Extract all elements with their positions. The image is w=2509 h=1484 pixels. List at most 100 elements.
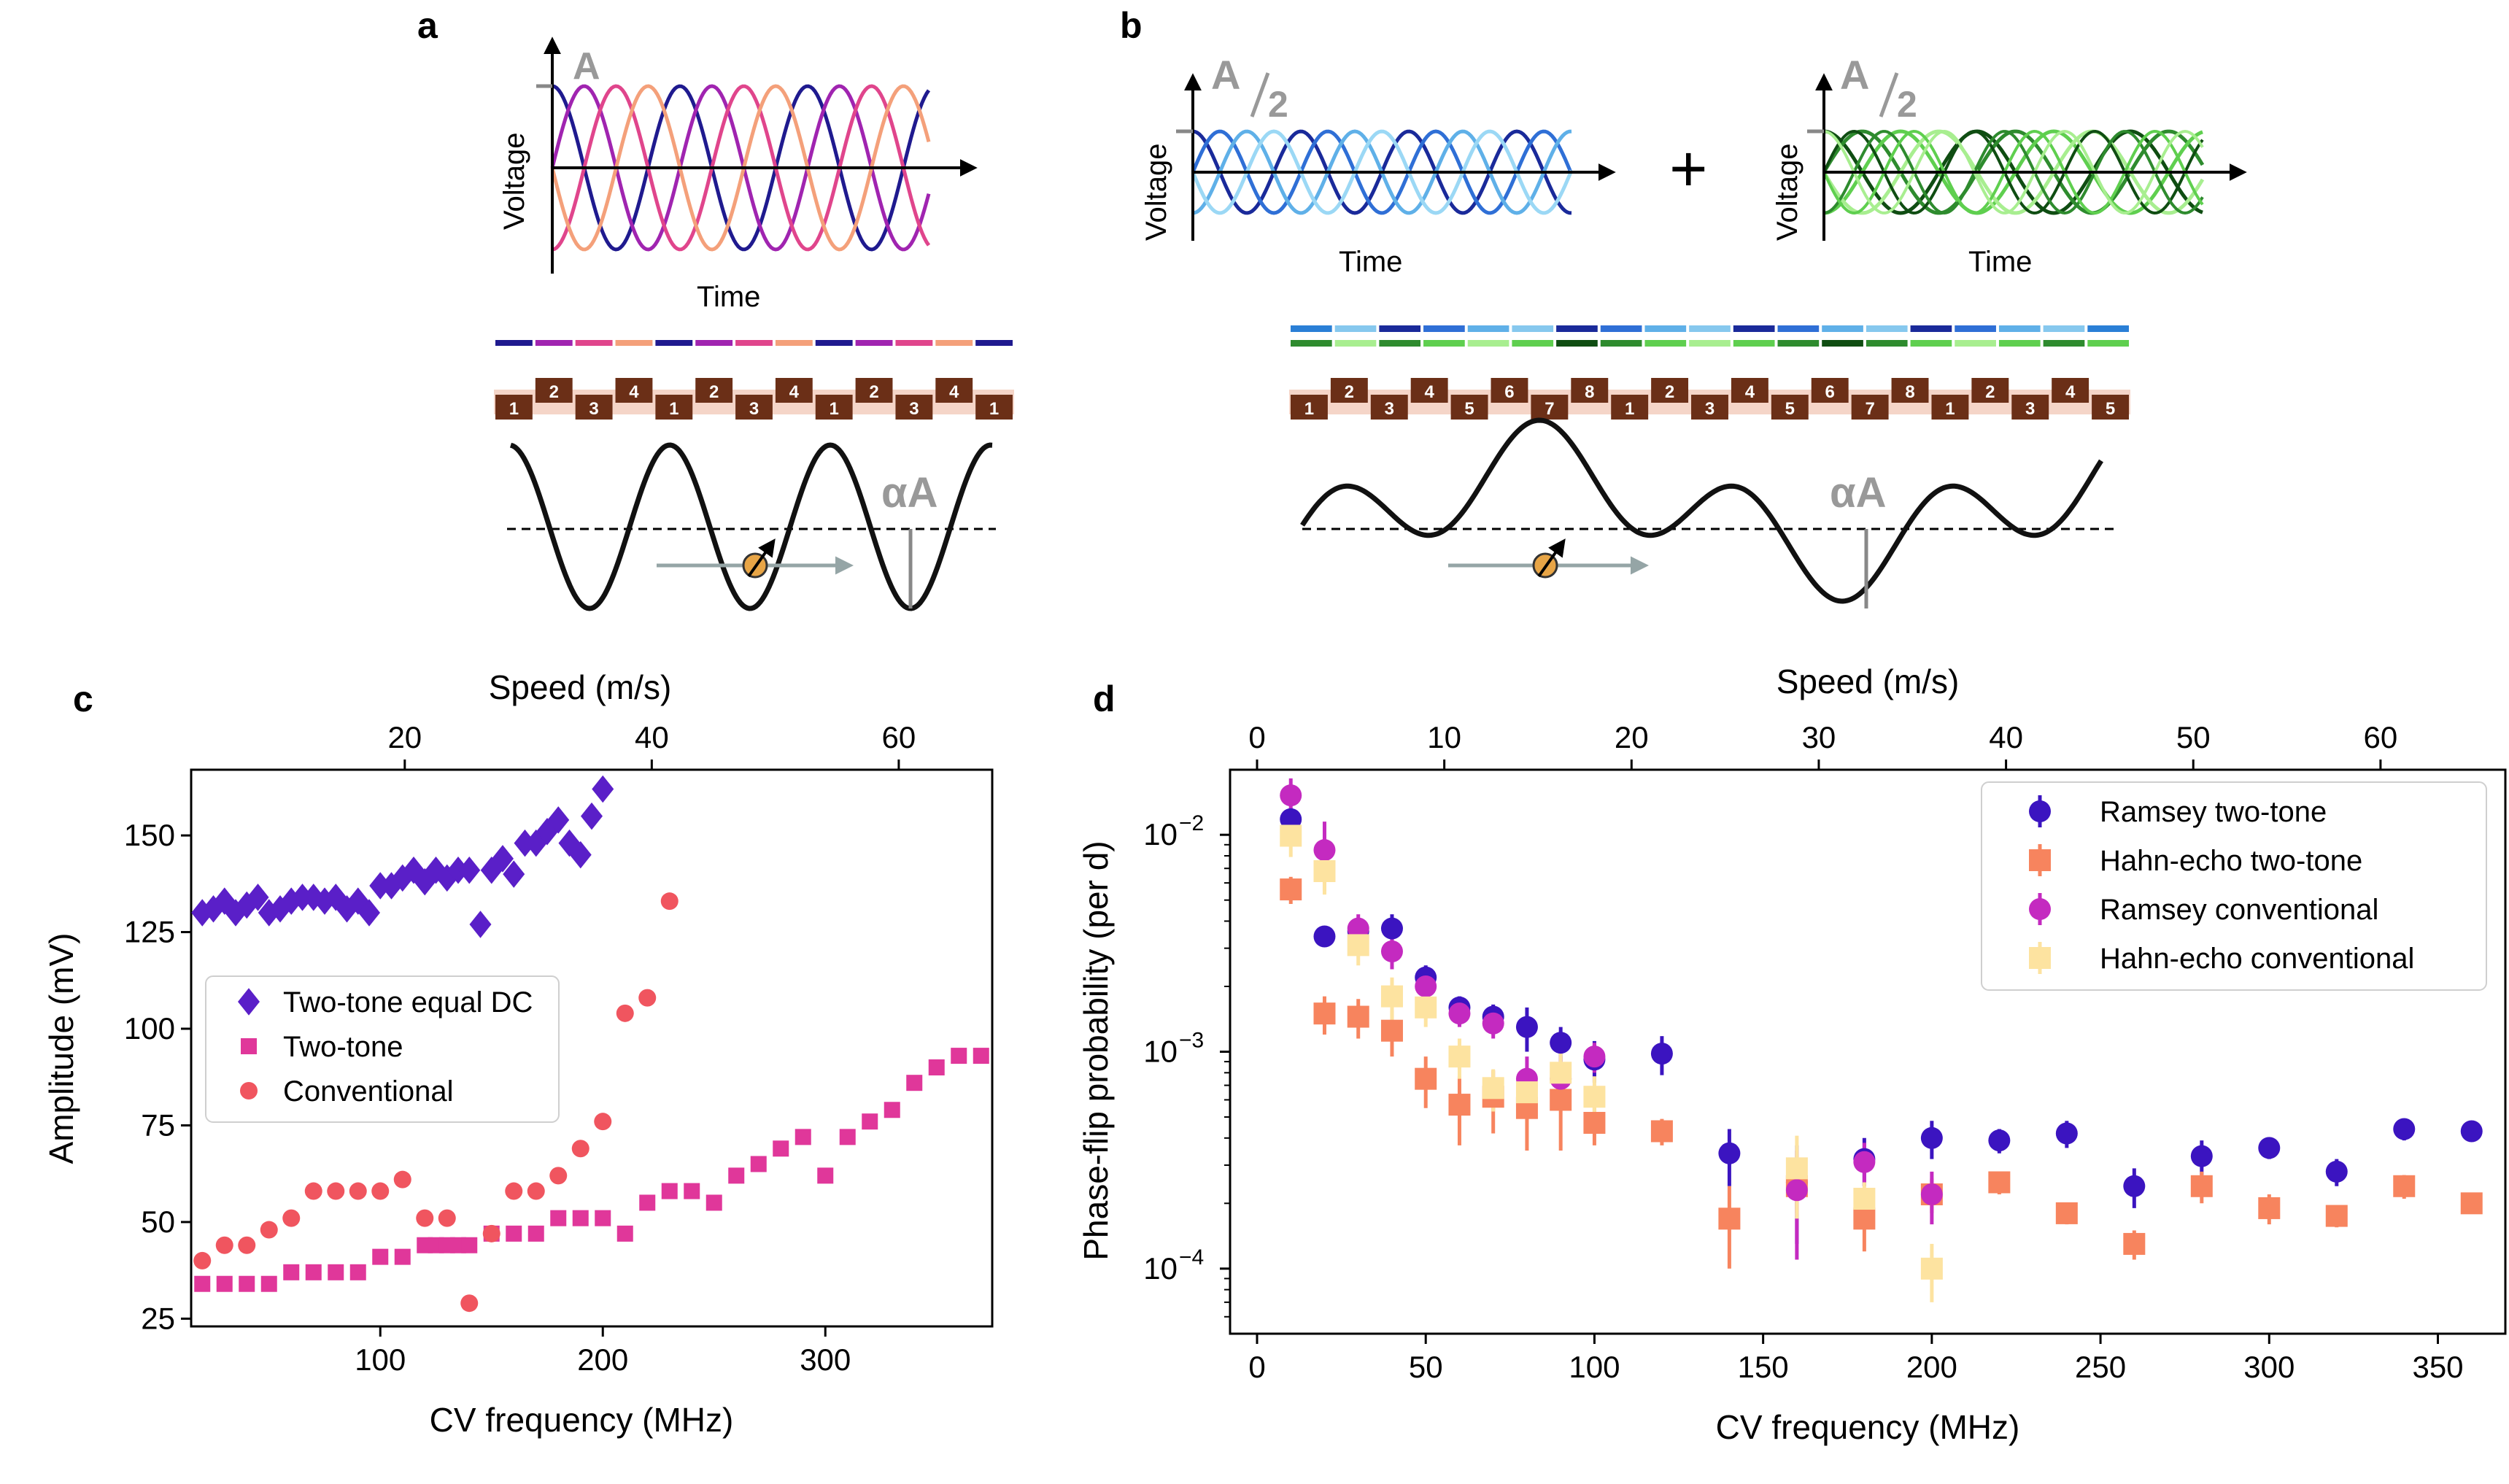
- panel-c-x-axis-label: CV frequency (MHz): [430, 1401, 734, 1439]
- panel-b: b A 2 Voltage Time + A 2 Voltage Time 1 2…: [1120, 5, 2247, 608]
- panel-b-phase-segment-top: [1910, 325, 1952, 332]
- panel-d-point-square: [1313, 1002, 1336, 1025]
- panel-d-point-circle: [1380, 940, 1403, 963]
- panel-a-phase-segment: [855, 340, 893, 346]
- panel-b-gate-number: 6: [1825, 382, 1835, 402]
- panel-b-phase-segment-bottom: [2087, 340, 2129, 347]
- panel-d-point-circle: [1718, 1142, 1741, 1164]
- panel-b-phase-segment-top: [1866, 325, 1908, 332]
- panel-b-phase-segment-top: [1644, 325, 1687, 332]
- panel-d-point-circle: [1280, 784, 1302, 807]
- panel-c-point-square: [684, 1183, 700, 1199]
- panel-d-x-axis-label: CV frequency (MHz): [1716, 1408, 2020, 1446]
- panel-b-green-wave-3: [1823, 129, 2203, 215]
- panel-b-gate-number: 3: [1705, 399, 1714, 419]
- panel-c-point-circle: [260, 1221, 278, 1239]
- panel-a-gate: [615, 378, 653, 403]
- panel-a-gate-number: 4: [789, 382, 800, 402]
- panel-b-right-amp-letter: A: [1840, 52, 1869, 98]
- panel-b-left-amp-letter: A: [1211, 52, 1240, 98]
- panel-a-gate: [855, 378, 893, 403]
- panel-a-gate-number: 3: [749, 399, 759, 419]
- legend-c-marker-circle: [240, 1082, 258, 1100]
- panel-d-point-circle: [1313, 925, 1336, 948]
- panel-a-gate-row: 1 2 3 4 1 2 3 4 1 2 3 4 1: [494, 378, 1014, 420]
- panel-c-point-diamond: [592, 775, 614, 803]
- panel-b-gate: [1291, 395, 1328, 420]
- panel-d-point-square: [1988, 1171, 2011, 1194]
- panel-d-point-square: [1650, 1120, 1673, 1143]
- panel-c-point-circle: [571, 1140, 589, 1158]
- panel-b-left-voltage-label: Voltage: [1140, 144, 1172, 241]
- panel-b-alpha-label: αA: [1830, 469, 1887, 517]
- panel-b-gate: [1531, 395, 1569, 420]
- panel-d-y-tick-exponent: −3: [1179, 1029, 1204, 1053]
- panel-b-phase-segment-bottom: [1777, 340, 1820, 347]
- panel-d-top-tick-label: 50: [2176, 720, 2211, 754]
- panel-c-point-square: [862, 1113, 878, 1130]
- panel-a-gate: [895, 395, 933, 420]
- panel-d-y-tick-label: 10: [1143, 1035, 1178, 1069]
- panel-b-phase-segment-top: [1822, 325, 1863, 332]
- panel-d-point-square: [2055, 1202, 2078, 1224]
- panel-b-phase-segment-top: [2043, 325, 2085, 332]
- panel-c-point-diamond: [247, 884, 269, 911]
- panel-d-point-square: [1280, 878, 1302, 901]
- panel-c-point-diamond: [569, 840, 592, 869]
- panel-d-point-square: [1515, 1081, 1538, 1104]
- panel-d-point-circle: [1448, 1002, 1471, 1025]
- legend-c-two-tone-equal-dc: Two-tone equal DC: [283, 986, 533, 1019]
- panel-d-point-circle: [1550, 1032, 1572, 1054]
- panel-c-point-diamond: [581, 802, 603, 830]
- panel-b-right-time-label: Time: [1968, 246, 2032, 278]
- panel-b-phase-segment-bottom: [1822, 340, 1863, 347]
- panel-d-x-tick-label: 200: [1906, 1350, 1957, 1384]
- panel-b-phase-segment-top: [1423, 325, 1465, 332]
- panel-b-phase-segment-top: [1379, 325, 1421, 332]
- panel-d-point-circle: [2258, 1137, 2281, 1159]
- panel-b-phase-segment-top: [1600, 325, 1642, 332]
- panel-c-legend-box: [205, 975, 560, 1123]
- panel-d-point-square: [1280, 824, 1302, 847]
- panel-c: c 100 200 300 25 50 75 100 125 150 20 40 60 Speed (…: [42, 668, 994, 1439]
- panel-c-point-diamond: [447, 857, 469, 884]
- panel-a-gate: [575, 395, 613, 420]
- panel-b-phase-segment-bottom: [1512, 340, 1554, 347]
- panel-c-point-square: [260, 1275, 277, 1292]
- panel-c-legend-markers: [238, 988, 260, 1100]
- panel-d-point-square: [1448, 1046, 1471, 1068]
- panel-d-point-circle: [1415, 975, 1437, 998]
- panel-c-point-square: [973, 1048, 989, 1064]
- panel-d-y-tick-label: 10: [1143, 817, 1178, 851]
- panel-b-gate-number: 3: [1385, 399, 1394, 419]
- panel-a-gate-number: 1: [509, 399, 519, 419]
- panel-b-gate: [1651, 378, 1689, 403]
- legend-c-marker-square: [241, 1038, 257, 1054]
- panel-a-alpha-label: αA: [881, 469, 938, 517]
- panel-d-point-square: [1415, 1067, 1437, 1090]
- panel-a-gate-number: 3: [589, 399, 598, 419]
- panel-d-top-tick-label: 10: [1427, 720, 1461, 754]
- panel-d-point-circle: [1988, 1129, 2011, 1152]
- panel-c-point-square: [728, 1167, 745, 1184]
- panel-c-point-square: [595, 1210, 611, 1226]
- panel-b-phase-segment-bottom: [1556, 340, 1598, 347]
- panel-d-x-tick-label: 350: [2412, 1350, 2463, 1384]
- panel-d-x-tick-label: 50: [1409, 1350, 1443, 1384]
- panel-b-gate-number: 2: [1345, 382, 1354, 402]
- panel-b-green-wave-extra: [1822, 129, 2204, 215]
- panel-b-phase-segment-bottom: [1998, 340, 2041, 347]
- panel-c-point-square: [795, 1129, 811, 1145]
- panel-d-y-tick-exponent: −4: [1179, 1245, 1204, 1269]
- panel-b-potential-curve: [1300, 417, 2103, 604]
- panel-b-green-wave-extra: [1823, 129, 2204, 215]
- panel-c-point-circle: [438, 1209, 456, 1227]
- panel-b-gate: [1691, 395, 1728, 420]
- panel-b-left-time-label: Time: [1339, 246, 1402, 278]
- panel-a-wave-2: [550, 84, 931, 252]
- panel-b-green-wave-1: [1823, 129, 2203, 215]
- panel-c-point-square: [773, 1140, 789, 1157]
- panel-d-point-circle: [2393, 1118, 2416, 1140]
- panel-b-gate: [1450, 395, 1488, 420]
